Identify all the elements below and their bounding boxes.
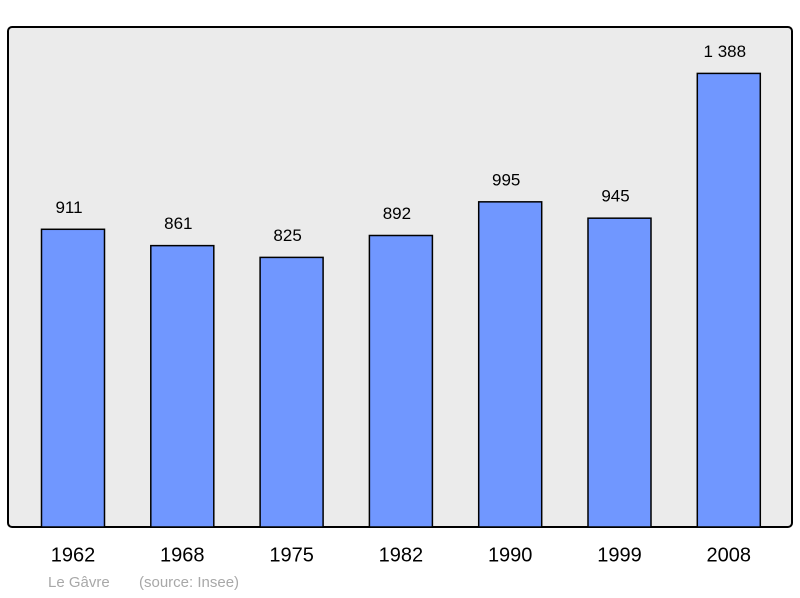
x-tick-label: 1999 [597,544,642,566]
value-label: 995 [492,170,520,189]
bar [40,228,106,528]
bar [368,234,434,528]
bar [696,72,762,528]
value-label: 861 [164,214,192,233]
x-tick-label: 1982 [379,544,424,566]
x-tick-label: 1962 [51,544,96,566]
x-tick-label: 1990 [488,544,533,566]
value-label: 945 [601,187,629,206]
source: (source: Insee) [139,574,239,591]
bar [477,201,543,528]
bar [150,244,215,528]
bar [259,256,324,528]
value-label: 1 388 [704,42,747,61]
x-tick-label: 1975 [269,544,314,566]
x-tick-label: 2008 [707,544,752,566]
x-tick-label: 1968 [160,544,205,566]
bar [587,217,652,528]
value-label: 892 [383,204,411,223]
value-label: 911 [55,198,82,217]
location: Le Gâvre [48,574,110,591]
value-label: 825 [273,226,301,245]
